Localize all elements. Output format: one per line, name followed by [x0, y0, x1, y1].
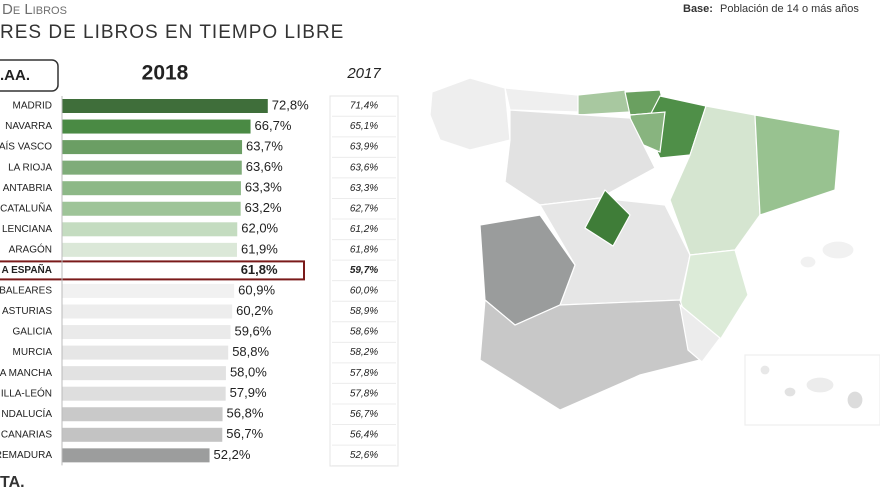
- value-label-2017: 63,6%: [350, 162, 378, 173]
- category-label: A ESPAÑA: [1, 263, 52, 276]
- bar: [62, 222, 238, 237]
- bar: [62, 407, 223, 422]
- category-label: BALEARES: [0, 286, 52, 297]
- value-label-2017: 56,4%: [350, 429, 378, 440]
- value-label: 72,8%: [272, 97, 309, 112]
- value-label-2017: 58,6%: [350, 327, 378, 338]
- value-label: 57,9%: [230, 385, 267, 400]
- value-label: 66,7%: [255, 118, 292, 133]
- highlight-box: [0, 260, 305, 281]
- value-label-2017: 62,7%: [350, 203, 378, 214]
- category-label: ANTABRIA: [3, 183, 53, 194]
- bar: [62, 140, 243, 155]
- map: [429, 77, 880, 426]
- value-label: 62,0%: [241, 221, 278, 236]
- value-label: 56,8%: [227, 406, 264, 421]
- region-header: .AA.: [0, 67, 30, 84]
- value-label: 60,2%: [236, 303, 273, 318]
- logo: TA.: [0, 474, 25, 491]
- value-label-2017: 61,8%: [350, 244, 378, 255]
- bar: [62, 201, 241, 216]
- bar: [62, 99, 268, 113]
- value-label: 52,2%: [214, 447, 251, 462]
- bar: [62, 304, 233, 319]
- bar: [62, 242, 237, 257]
- value-label: 63,2%: [245, 200, 282, 215]
- bar: [62, 366, 226, 381]
- bar: [62, 160, 242, 175]
- category-label: ASTURIAS: [2, 306, 52, 317]
- value-label-2017: 57,8%: [350, 388, 378, 399]
- category-label: CATALUÑA: [0, 201, 52, 214]
- value-label: 61,9%: [241, 241, 278, 256]
- value-label: 61,8%: [241, 262, 278, 277]
- value-label-2017: 58,9%: [350, 306, 378, 317]
- category-label: GALICIA: [13, 327, 53, 338]
- value-label: 58,0%: [230, 365, 267, 380]
- category-label: ILLA-LEÓN: [1, 386, 52, 399]
- category-label: AÍS VASCO: [0, 140, 52, 153]
- series-header: 2018: [142, 62, 189, 85]
- category-label: LENCIANA: [2, 224, 52, 235]
- value-label-2017: 57,8%: [350, 368, 378, 379]
- value-label-2017: 63,9%: [350, 142, 378, 153]
- value-label: 60,9%: [238, 282, 275, 297]
- category-label: MURCIA: [13, 347, 53, 358]
- value-label-2017: 65,1%: [350, 121, 378, 132]
- series-header: 2017: [346, 65, 381, 82]
- bar: [62, 386, 226, 401]
- value-label-2017: 61,2%: [350, 224, 378, 235]
- value-label: 56,7%: [226, 426, 263, 441]
- bar: [62, 325, 231, 340]
- bar: [62, 263, 237, 278]
- category-label: NDALUCÍA: [1, 407, 52, 420]
- value-label-2017: 58,2%: [350, 347, 378, 358]
- bar: [62, 283, 235, 298]
- base-label: Base:: [683, 3, 713, 15]
- region-header-box: [0, 59, 59, 92]
- bar: [62, 427, 223, 442]
- value-label-2017: 63,3%: [350, 183, 378, 194]
- category-label: A MANCHA: [0, 368, 52, 379]
- value-label-2017: 56,7%: [350, 409, 378, 420]
- bar: [62, 345, 229, 360]
- category-label: LA RIOJA: [8, 162, 52, 173]
- value-label: 63,3%: [245, 180, 282, 195]
- bar: [62, 119, 251, 134]
- value-label: 63,6%: [246, 159, 283, 174]
- value-label: 58,8%: [232, 344, 269, 359]
- base-text: Población de 14 o más años: [720, 3, 859, 15]
- value-label: 59,6%: [234, 323, 271, 338]
- value-label-2017: 60,0%: [350, 286, 378, 297]
- bar: [62, 448, 210, 463]
- value-label-2017: 52,6%: [350, 450, 378, 461]
- value-label-2017: 71,4%: [350, 101, 378, 112]
- category-label: ARAGÓN: [9, 242, 52, 255]
- category-label: NAVARRA: [5, 121, 52, 132]
- value-label-2017: 59,7%: [350, 265, 378, 276]
- bar: [62, 181, 241, 196]
- kicker: De Libros: [2, 1, 67, 18]
- category-label: CANARIAS: [1, 429, 52, 440]
- category-label: MADRID: [13, 101, 52, 112]
- value-label: 63,7%: [246, 139, 283, 154]
- category-label: REMADURA: [0, 450, 52, 461]
- title: RES DE LIBROS EN TIEMPO LIBRE: [0, 22, 344, 43]
